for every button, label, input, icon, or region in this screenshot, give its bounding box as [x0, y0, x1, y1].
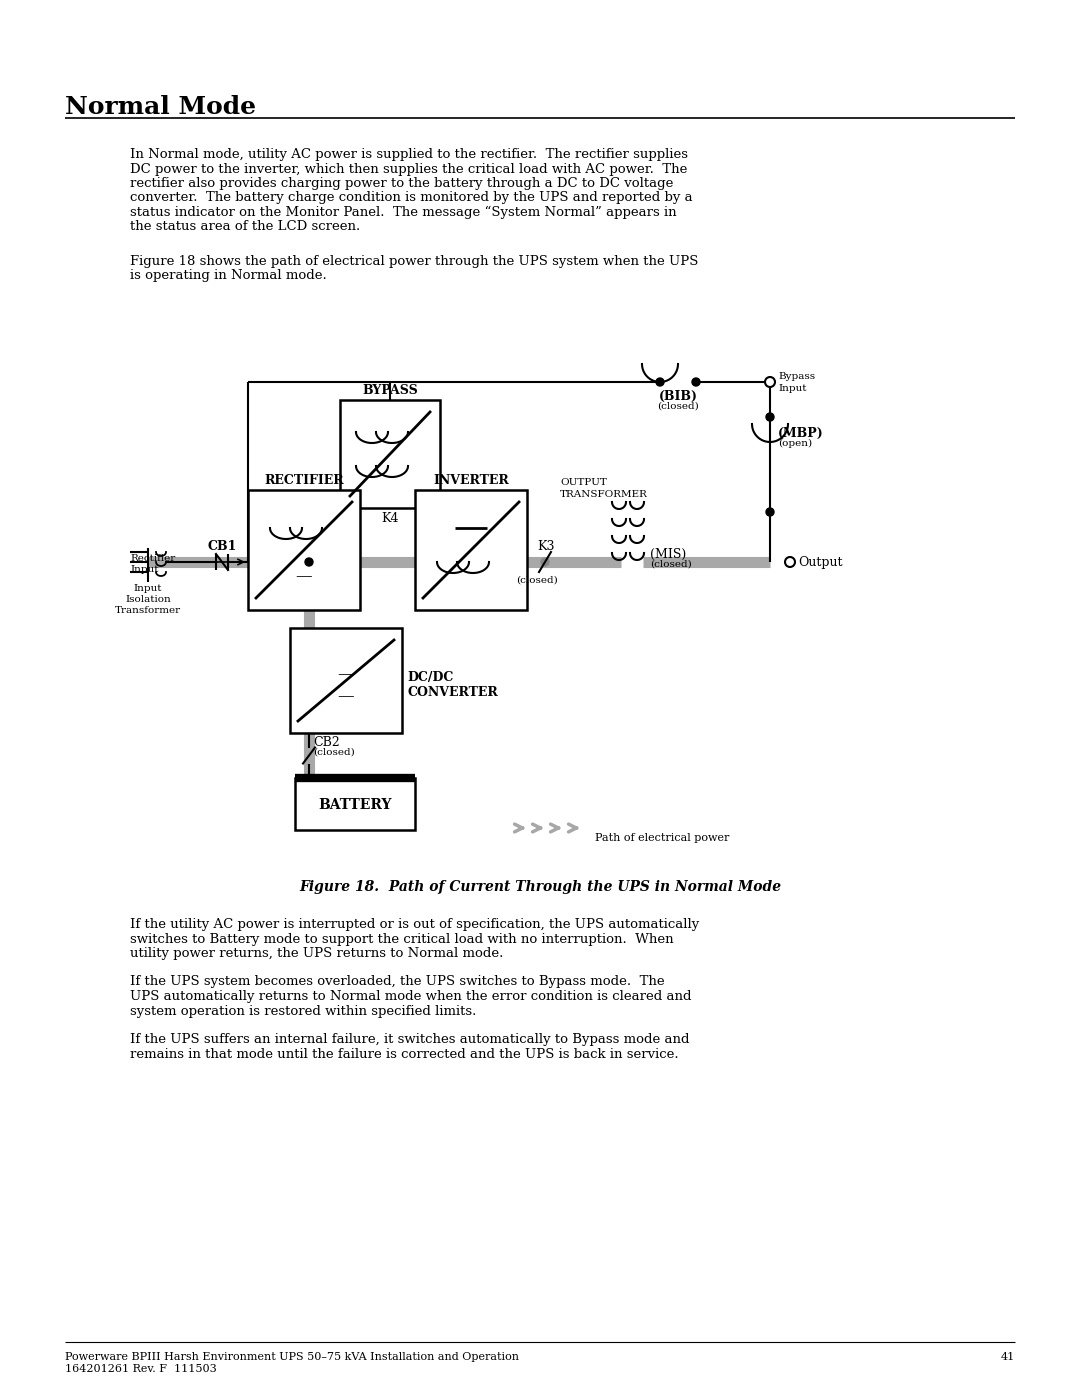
Bar — [340, 400, 440, 509]
Text: Input: Input — [778, 384, 807, 393]
Text: Figure 18 shows the path of electrical power through the UPS system when the UPS: Figure 18 shows the path of electrical p… — [130, 256, 699, 268]
Circle shape — [692, 379, 700, 386]
Text: BATTERY: BATTERY — [319, 798, 392, 812]
Text: (closed): (closed) — [313, 747, 354, 757]
Text: INVERTER: INVERTER — [433, 474, 509, 488]
Text: Powerware BPIII Harsh Environment UPS 50–75 kVA Installation and Operation: Powerware BPIII Harsh Environment UPS 50… — [65, 1352, 519, 1362]
Circle shape — [766, 414, 774, 420]
Text: Bypass: Bypass — [778, 372, 815, 381]
Text: status indicator on the Monitor Panel.  The message “System Normal” appears in: status indicator on the Monitor Panel. T… — [130, 205, 677, 219]
Bar — [291, 629, 402, 733]
Text: Output: Output — [798, 556, 842, 569]
Circle shape — [541, 557, 549, 566]
Text: is operating in Normal mode.: is operating in Normal mode. — [130, 270, 327, 282]
Text: TRANSFORMER: TRANSFORMER — [561, 490, 648, 499]
Text: K3: K3 — [537, 541, 554, 553]
Text: OUTPUT: OUTPUT — [561, 478, 607, 488]
Text: If the UPS system becomes overloaded, the UPS switches to Bypass mode.  The: If the UPS system becomes overloaded, th… — [130, 975, 664, 989]
Text: (closed): (closed) — [657, 402, 699, 411]
Circle shape — [765, 377, 775, 387]
Text: BYPASS: BYPASS — [362, 384, 418, 397]
Text: If the UPS suffers an internal failure, it switches automatically to Bypass mode: If the UPS suffers an internal failure, … — [130, 1032, 689, 1046]
Circle shape — [785, 557, 795, 567]
Text: (BIB): (BIB) — [659, 390, 698, 402]
Text: Rectifier: Rectifier — [130, 555, 175, 563]
Text: RECTIFIER: RECTIFIER — [265, 474, 343, 488]
Text: utility power returns, the UPS returns to Normal mode.: utility power returns, the UPS returns t… — [130, 947, 503, 960]
Text: If the utility AC power is interrupted or is out of specification, the UPS autom: If the utility AC power is interrupted o… — [130, 918, 699, 930]
Text: (MBP): (MBP) — [778, 427, 824, 440]
Text: In Normal mode, utility AC power is supplied to the rectifier.  The rectifier su: In Normal mode, utility AC power is supp… — [130, 148, 688, 161]
Text: CB1: CB1 — [207, 541, 237, 553]
Text: (open): (open) — [778, 439, 812, 448]
Text: 164201261 Rev. F  111503: 164201261 Rev. F 111503 — [65, 1363, 217, 1375]
Text: Normal Mode: Normal Mode — [65, 95, 256, 119]
Text: —: — — [338, 666, 354, 683]
Text: —: — — [338, 689, 354, 705]
Text: Input: Input — [134, 584, 162, 592]
Text: Input: Input — [130, 564, 159, 574]
Text: (MIS): (MIS) — [650, 548, 686, 562]
Text: DC/DC: DC/DC — [407, 671, 454, 683]
Text: rectifier also provides charging power to the battery through a DC to DC voltage: rectifier also provides charging power t… — [130, 177, 673, 190]
Text: DC power to the inverter, which then supplies the critical load with AC power.  : DC power to the inverter, which then sup… — [130, 162, 687, 176]
Text: 41: 41 — [1001, 1352, 1015, 1362]
Text: converter.  The battery charge condition is monitored by the UPS and reported by: converter. The battery charge condition … — [130, 191, 692, 204]
Text: switches to Battery mode to support the critical load with no interruption.  Whe: switches to Battery mode to support the … — [130, 933, 674, 946]
Text: CONVERTER: CONVERTER — [407, 686, 498, 698]
Text: Path of electrical power: Path of electrical power — [595, 833, 729, 842]
Bar — [295, 778, 415, 830]
Text: —: — — [296, 569, 312, 585]
Bar — [415, 490, 527, 610]
Text: the status area of the LCD screen.: the status area of the LCD screen. — [130, 221, 361, 233]
Text: UPS automatically returns to Normal mode when the error condition is cleared and: UPS automatically returns to Normal mode… — [130, 990, 691, 1003]
Text: (closed): (closed) — [516, 576, 558, 585]
Circle shape — [305, 557, 313, 566]
Text: Figure 18.  Path of Current Through the UPS in Normal Mode: Figure 18. Path of Current Through the U… — [299, 880, 781, 894]
Text: CB2: CB2 — [313, 735, 340, 749]
Circle shape — [656, 379, 664, 386]
Text: Transformer: Transformer — [114, 606, 181, 615]
Text: (closed): (closed) — [650, 560, 692, 569]
Text: Isolation: Isolation — [125, 595, 171, 604]
Text: system operation is restored within specified limits.: system operation is restored within spec… — [130, 1004, 476, 1017]
Bar — [248, 490, 360, 610]
Text: remains in that mode until the failure is corrected and the UPS is back in servi: remains in that mode until the failure i… — [130, 1048, 678, 1060]
Text: K4: K4 — [381, 511, 399, 525]
Circle shape — [766, 509, 774, 515]
